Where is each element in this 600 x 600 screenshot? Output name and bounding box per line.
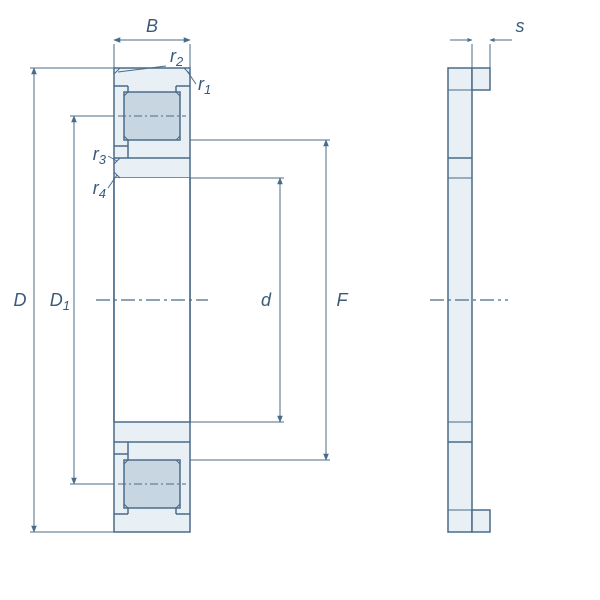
label-B: B xyxy=(146,16,158,36)
label-d: d xyxy=(261,290,272,310)
bearing-cross-section-diagram: DD1dFBsr2r1r3r4 xyxy=(0,0,600,600)
label-F: F xyxy=(337,290,349,310)
label-D: D xyxy=(14,290,27,310)
label-s: s xyxy=(516,16,525,36)
canvas-bg xyxy=(0,0,600,600)
